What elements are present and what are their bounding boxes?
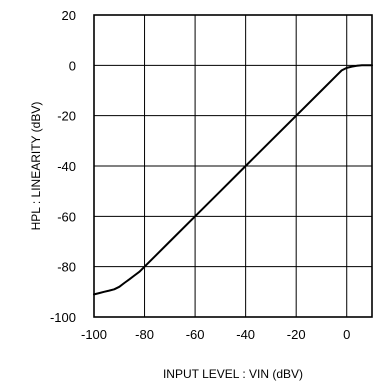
- x-axis-label: INPUT LEVEL : VIN (dBV): [163, 367, 303, 381]
- y-tick-label: -20: [57, 109, 76, 124]
- x-tick-label: 0: [343, 327, 350, 342]
- series-line-0: [93, 64, 373, 296]
- y-tick-label: 0: [69, 58, 76, 73]
- x-tick-label: -40: [236, 327, 255, 342]
- plot-frame: [93, 14, 373, 318]
- y-tick-label: -80: [57, 260, 76, 275]
- x-tick-label: -100: [81, 327, 107, 342]
- x-tick-label: -20: [287, 327, 306, 342]
- x-tick-labels: -100 -80 -60 -40 -20 0: [81, 327, 350, 342]
- x-tick-label: -80: [135, 327, 154, 342]
- y-tick-label: -60: [57, 209, 76, 224]
- y-tick-label: 20: [62, 8, 76, 23]
- series: [93, 64, 373, 296]
- y-axis-label: HPL : LINEARITY (dBV): [29, 102, 43, 231]
- x-tick-label: -60: [186, 327, 205, 342]
- grid: [93, 14, 372, 318]
- y-tick-label: -40: [57, 159, 76, 174]
- y-tick-label: -100: [50, 310, 76, 325]
- y-tick-labels: 20 0 -20 -40 -60 -80 -100: [50, 8, 76, 325]
